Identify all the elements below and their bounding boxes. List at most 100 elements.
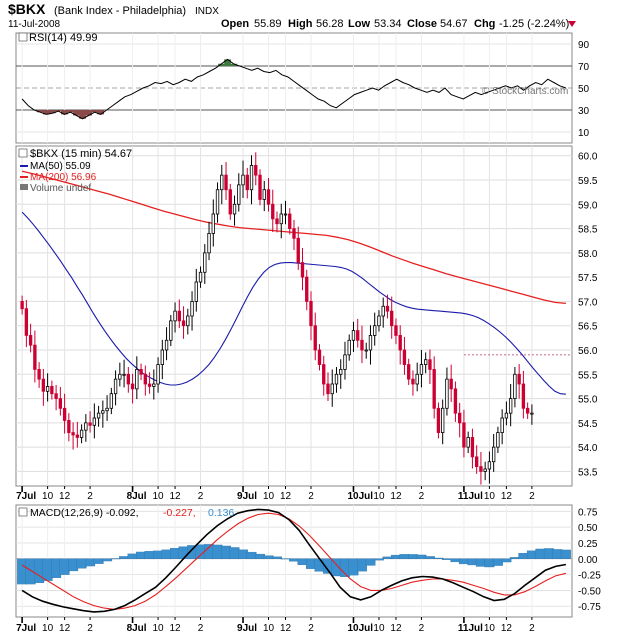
candle-body (241, 174, 245, 186)
candle-body (330, 383, 334, 395)
price-toggle-icon[interactable] (18, 148, 28, 158)
candle-body (436, 407, 441, 433)
x-tick-label: 12 (280, 623, 292, 634)
candle-body (530, 412, 534, 415)
macd-hist-bar (34, 558, 45, 584)
candle-body (232, 203, 237, 215)
macd-x-axis: 7Jul 10 12 2 8Jul 10 12 2 9Jul 10 12 2 10Jul 10 12 2 11J… (16, 617, 535, 634)
rsi-tick-label: 10 (578, 128, 590, 139)
price-tick-label: 55.5 (578, 370, 598, 381)
candle-body (96, 412, 101, 419)
macd-tick-label: -0.50 (578, 586, 601, 597)
x-tick-label: 12 (390, 623, 402, 634)
x-tick-label: 10 (263, 623, 275, 634)
candle-body (113, 378, 118, 395)
price-tick-label: 55.0 (578, 395, 598, 406)
macd-hist-bar (93, 558, 104, 564)
macd-hist-bar (85, 558, 96, 567)
price-tick-label: 53.5 (578, 467, 598, 478)
candle-body (296, 237, 300, 263)
macd-hist-bar (518, 553, 529, 559)
candle-body (339, 369, 343, 375)
macd-tick-label: 0.75 (578, 507, 598, 518)
exchange-label: INDX (195, 6, 219, 17)
x-tick-label: 9Jul (237, 491, 257, 502)
candle-body (322, 364, 326, 385)
macd-hist-bar (76, 558, 87, 569)
candle-body (24, 308, 29, 336)
candle-body (288, 213, 292, 229)
macd-hist-bar (560, 549, 571, 559)
candle-body (347, 339, 351, 356)
macd-hist-bar (212, 544, 223, 559)
macd-hist-bar (25, 558, 36, 585)
rsi-label: RSI(14) 49.99 (29, 32, 97, 44)
macd-hist-bar (365, 558, 376, 566)
candle-body (457, 412, 462, 424)
macd-hist-bar (314, 558, 325, 572)
macd-hist-bar (42, 558, 53, 581)
candle-body (50, 386, 54, 395)
price-tick-label: 54.0 (578, 443, 598, 454)
x-tick-label: 12 (169, 623, 181, 634)
candle-body (407, 364, 411, 380)
candle-body (385, 305, 390, 312)
macd-hist-bar (458, 558, 469, 565)
down-arrow-icon (568, 21, 576, 27)
macd-hist-bar (280, 558, 291, 560)
x-tick-label: 2 (529, 623, 535, 634)
macd-tick-label: -0.75 (578, 602, 601, 613)
macd-hist-bar (535, 548, 546, 559)
macd-hist-bar (492, 558, 503, 566)
candle-body (309, 301, 313, 327)
candle-body (343, 354, 347, 370)
candle-body (75, 434, 80, 438)
macd-hist-bar (238, 549, 249, 559)
x-tick-label: 12 (501, 623, 513, 634)
candle-body (266, 189, 271, 205)
macd-lines (21, 508, 567, 613)
x-tick-label: 2 (419, 623, 425, 634)
macd-hist-bar (407, 554, 418, 559)
candle-body (275, 218, 279, 225)
index-name: (Bank Index - Philadelphia) (54, 5, 186, 17)
candle-body (190, 301, 194, 317)
macd-hist-bar (484, 558, 495, 568)
candle-body (152, 383, 156, 387)
rsi-toggle-icon[interactable] (18, 32, 28, 42)
macd-toggle-icon[interactable] (18, 507, 28, 517)
macd-hist-bar (441, 558, 452, 560)
macd-hist-bar (543, 548, 554, 559)
candle-body (364, 349, 368, 352)
macd-hist-bar (433, 557, 444, 559)
candle-body (402, 349, 407, 365)
price-ticks: 60.0 59.5 59.0 58.5 58.0 57.5 57.0 56.5 56.0 55.5… (578, 152, 598, 479)
x-tick-label: 10 (152, 623, 164, 634)
candle-body (258, 174, 262, 200)
macd-hist-bar (348, 558, 359, 576)
candle-body (283, 213, 288, 216)
candle-body (453, 388, 458, 414)
macd-hist-bar (136, 551, 147, 559)
volume-label: Volume undef (30, 183, 91, 194)
candle-body (313, 325, 317, 351)
candle-body (220, 174, 224, 191)
open-label: Open (221, 18, 249, 30)
candle-body (130, 383, 135, 390)
candle-body (351, 330, 356, 341)
candle-body (45, 386, 50, 392)
candle-body (271, 203, 275, 220)
rsi-tick-label: 90 (578, 40, 590, 51)
macd-hist-bar (144, 551, 155, 559)
x-tick-label: 10Jul (347, 623, 373, 634)
candle-body (300, 262, 305, 278)
candle-body (62, 407, 67, 421)
macd-hist-bar (59, 558, 70, 575)
macd-hist-bar (272, 556, 283, 559)
candle-body (249, 165, 254, 191)
macd-hist-bar (450, 558, 461, 563)
candle-body (186, 315, 190, 327)
x-tick-label: 10 (152, 491, 164, 502)
macd-ticks: 0.75 0.50 0.25 0.00 -0.25 -0.50 -0.75 (578, 507, 601, 613)
candle-body (122, 373, 126, 376)
